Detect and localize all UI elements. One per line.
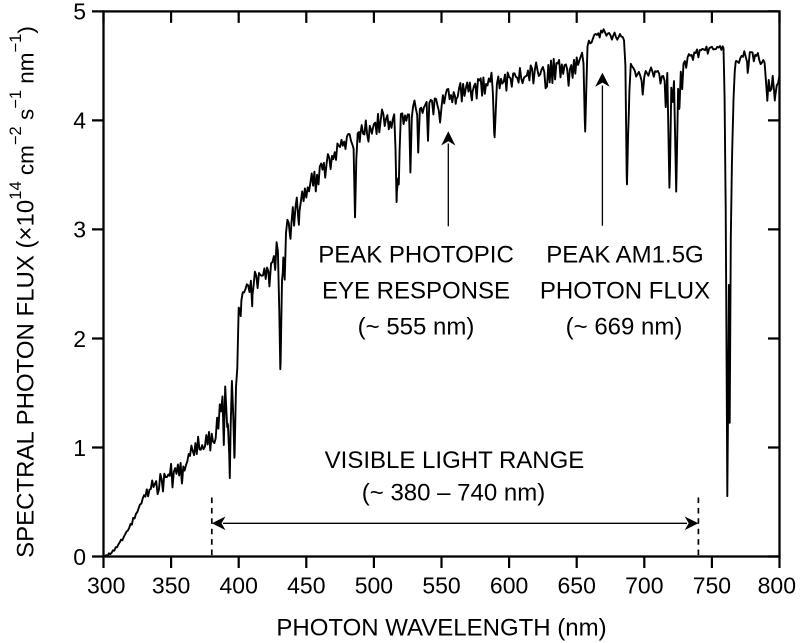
svg-text:550: 550 xyxy=(422,573,460,599)
svg-text:VISIBLE LIGHT RANGE: VISIBLE LIGHT RANGE xyxy=(325,447,585,474)
svg-text:(~ 380 – 740 nm): (~ 380 – 740 nm) xyxy=(362,480,545,507)
svg-text:300: 300 xyxy=(87,573,125,599)
svg-text:PHOTON FLUX: PHOTON FLUX xyxy=(540,278,710,305)
svg-text:0: 0 xyxy=(73,544,86,570)
svg-text:PHOTON WAVELENGTH (nm): PHOTON WAVELENGTH (nm) xyxy=(276,615,606,642)
svg-text:EYE RESPONSE: EYE RESPONSE xyxy=(322,278,510,305)
svg-text:750: 750 xyxy=(693,573,731,599)
svg-text:350: 350 xyxy=(152,573,190,599)
svg-text:5: 5 xyxy=(73,0,86,25)
svg-text:PEAK PHOTOPIC: PEAK PHOTOPIC xyxy=(318,242,514,269)
svg-text:3: 3 xyxy=(73,217,86,243)
svg-text:500: 500 xyxy=(355,573,393,599)
svg-text:PEAK AM1.5G: PEAK AM1.5G xyxy=(546,242,703,269)
svg-text:(~ 669 nm): (~ 669 nm) xyxy=(566,314,683,341)
svg-text:(~ 555 nm): (~ 555 nm) xyxy=(358,314,475,341)
svg-text:400: 400 xyxy=(220,573,258,599)
svg-text:2: 2 xyxy=(73,326,86,352)
svg-text:650: 650 xyxy=(558,573,596,599)
svg-text:450: 450 xyxy=(287,573,325,599)
svg-text:600: 600 xyxy=(490,573,528,599)
svg-text:800: 800 xyxy=(758,573,796,599)
svg-text:1: 1 xyxy=(73,435,86,461)
svg-text:4: 4 xyxy=(73,108,86,134)
svg-text:700: 700 xyxy=(625,573,663,599)
